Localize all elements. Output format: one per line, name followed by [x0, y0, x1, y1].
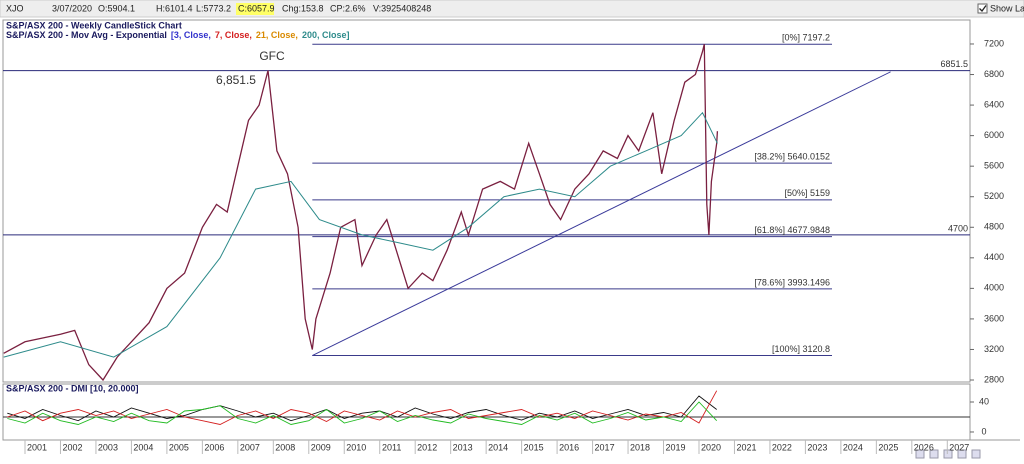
volume: V:3925408248: [373, 3, 431, 13]
open: O:5904.1: [98, 3, 135, 13]
ema-legend-part: 200, Close]: [302, 30, 350, 40]
show-last-label[interactable]: Show Last: [990, 3, 1024, 13]
y-tick-label: 4000: [984, 283, 1004, 293]
y-tick-label: 5200: [984, 191, 1004, 201]
x-tick-label: 2003: [98, 442, 118, 452]
chart-title: S&P/ASX 200 - Weekly CandleStick Chart: [6, 20, 182, 30]
y-tick-label: 7200: [984, 38, 1004, 48]
x-tick-label: 2005: [169, 442, 189, 452]
x-tick-label: 2012: [417, 442, 437, 452]
fib-label: [38.2%] 5640.0152: [754, 151, 830, 161]
trendline: [312, 71, 891, 356]
ema-legend-part: [3, Close,: [171, 30, 211, 40]
close-highlight: [236, 3, 274, 15]
y-tick-label: 4800: [984, 222, 1004, 232]
fib-label: [78.6%] 3993.1496: [754, 277, 830, 287]
x-tick-label: 2024: [843, 442, 863, 452]
x-tick-label: 2018: [630, 442, 650, 452]
nav-icon[interactable]: [915, 449, 925, 459]
y-tick-label: 3600: [984, 313, 1004, 323]
x-tick-label: 2004: [133, 442, 153, 452]
dmi-line: [7, 401, 718, 425]
x-tick-label: 2008: [275, 442, 295, 452]
nav-icon[interactable]: [943, 449, 953, 459]
dmi-y-tick-label: 40: [979, 396, 989, 406]
ema-legend-part: 7, Close,: [215, 30, 252, 40]
header-bar: [0, 0, 1024, 18]
y-tick-label: 3200: [984, 344, 1004, 354]
x-tick-label: 2015: [524, 442, 544, 452]
price-line: [3, 111, 718, 358]
x-tick-label: 2010: [346, 442, 366, 452]
x-tick-label: 2025: [878, 442, 898, 452]
x-tick-label: 2020: [701, 442, 721, 452]
dmi-title: S&P/ASX 200 - DMI [10, 20.000]: [6, 383, 139, 393]
x-tick-label: 2023: [807, 442, 827, 452]
fib-label: [61.8%] 4677.9848: [754, 225, 830, 235]
x-tick-label: 2021: [736, 442, 756, 452]
change-pct: CP:2.6%: [330, 3, 366, 13]
date: 3/07/2020: [52, 3, 92, 13]
y-tick-label: 6400: [984, 99, 1004, 109]
x-tick-label: 2022: [772, 442, 792, 452]
y-tick-label: 6800: [984, 69, 1004, 79]
x-tick-label: 2002: [62, 442, 82, 452]
y-tick-label: 6000: [984, 130, 1004, 140]
nav-icons: [915, 449, 981, 459]
ema-legend-part: 21, Close,: [256, 30, 298, 40]
dmi-y-tick-label: 0: [981, 426, 986, 436]
symbol: XJO: [6, 3, 24, 13]
horizontal-line-label: 4700: [948, 223, 968, 233]
x-tick-label: 2013: [453, 442, 473, 452]
x-tick-label: 2016: [559, 442, 579, 452]
show-last-checkbox[interactable]: [977, 3, 988, 14]
nav-icon[interactable]: [971, 449, 981, 459]
annotation-label: 6,851.5: [216, 73, 256, 87]
change: Chg:153.8: [282, 3, 324, 13]
x-tick-label: 2014: [488, 442, 508, 452]
x-tick-label: 2001: [27, 442, 47, 452]
high: H:6101.4: [156, 3, 193, 13]
x-tick-label: 2011: [382, 442, 401, 452]
price-panel: [2, 19, 971, 383]
y-tick-label: 4400: [984, 252, 1004, 262]
fib-label: [50%] 5159: [784, 188, 830, 198]
fib-label: [0%] 7197.2: [782, 33, 830, 43]
horizontal-line-label: 6851.5: [940, 59, 968, 69]
x-tick-label: 2009: [311, 442, 331, 452]
nav-icon[interactable]: [929, 449, 939, 459]
x-tick-label: 2006: [204, 442, 224, 452]
x-tick-label: 2017: [595, 442, 615, 452]
close: C:6057.9: [238, 3, 275, 13]
ema-legend-prefix: S&P/ASX 200 - Mov Avg - Exponential: [6, 30, 167, 40]
dmi-line: [7, 395, 717, 422]
price-line: [3, 44, 719, 382]
low: L:5773.2: [196, 3, 231, 13]
y-tick-label: 2800: [984, 374, 1004, 384]
x-tick-label: 2026: [914, 442, 934, 452]
x-tick-label: 2019: [665, 442, 685, 452]
x-tick-label: 2027: [949, 442, 969, 452]
check-mark: [979, 5, 987, 12]
x-tick-label: 2007: [240, 442, 260, 452]
annotation-note: GFC: [259, 49, 285, 63]
y-tick-label: 5600: [984, 161, 1004, 171]
ema-legend: S&P/ASX 200 - Mov Avg - Exponential [3, C…: [6, 30, 349, 40]
fib-label: [100%] 3120.8: [772, 344, 830, 354]
nav-icon[interactable]: [957, 449, 967, 459]
